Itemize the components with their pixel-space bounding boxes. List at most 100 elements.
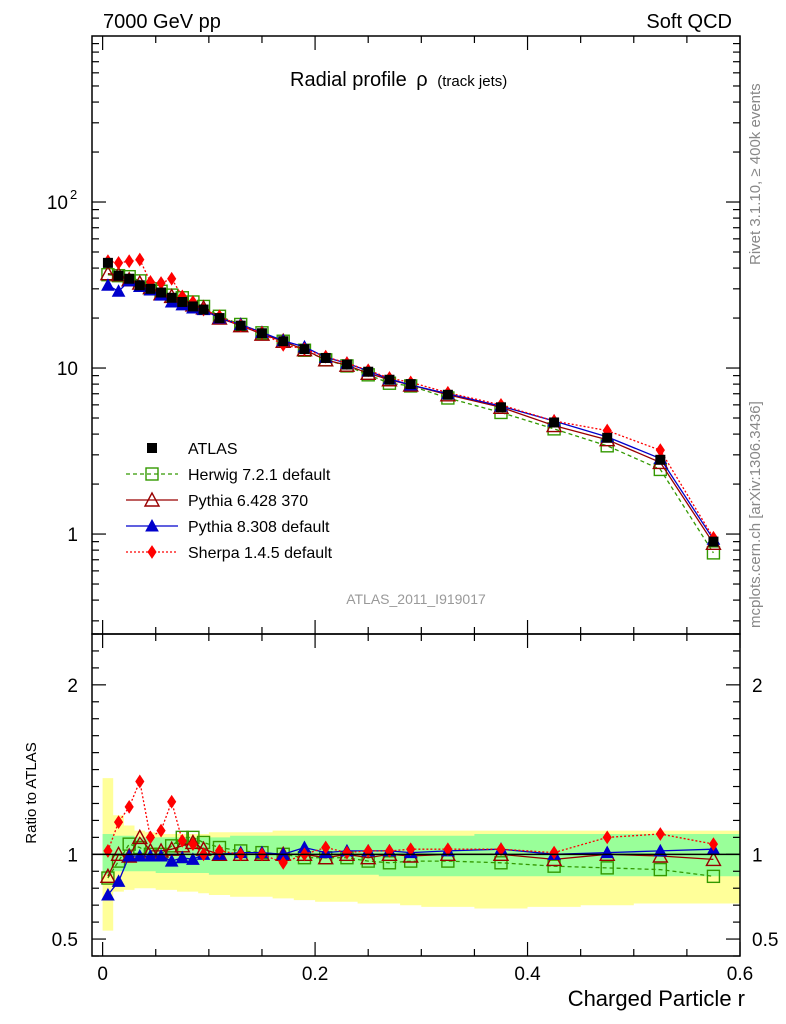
series-line-0 (107, 274, 714, 554)
legend-label-2: Pythia 6.428 370 (188, 493, 308, 510)
data-point-0 (102, 257, 113, 268)
legend: ATLAS Herwig 7.2.1 default Pythia 6.428 37… (126, 441, 333, 562)
ratio-point-3-25 (708, 837, 719, 852)
point-2-0 (101, 278, 115, 291)
ratio-point-3-24 (655, 827, 665, 841)
ratio-point-2-4 (143, 848, 158, 862)
ratio-point-0-0 (101, 871, 115, 885)
legend-label-1: Herwig 7.2.1 default (188, 467, 331, 484)
ratio-point-0-21 (494, 856, 508, 870)
y-tick-label: 10 (47, 193, 68, 214)
y-tick-exponent: 2 (70, 187, 77, 202)
data-point-2 (124, 273, 135, 284)
x-tick-label: 0.4 (514, 964, 541, 985)
ratio-y-tick-label-right: 1 (752, 845, 763, 866)
ratio-point-3-15 (321, 840, 331, 855)
data-point-22 (549, 417, 560, 428)
series-layer (99, 252, 722, 901)
ratio-point-1-17 (360, 849, 377, 865)
data-point-21 (495, 402, 506, 413)
ratio-point-2-8 (186, 852, 200, 865)
data-point-16 (341, 359, 352, 370)
ratio-point-2-3 (132, 848, 147, 862)
data-point-23 (602, 432, 613, 443)
y-tick-label: 10 (57, 359, 78, 380)
ratio-point-3-8 (188, 837, 198, 852)
ratio-point-0-25 (706, 869, 721, 884)
legend-label-0: ATLAS (188, 441, 238, 458)
rivet-label: Rivet 3.1.10, ≥ 400k events (747, 83, 764, 265)
ratio-point-3-21 (496, 842, 506, 857)
ratio-point-0-24 (653, 862, 668, 877)
data-point-12 (256, 328, 267, 339)
ratio-point-2-7 (175, 850, 190, 864)
ratio-point-3-20 (443, 842, 453, 857)
chart-title: Radial profile ρ (track jets) (290, 69, 507, 91)
ratio-point-0-6 (164, 839, 179, 853)
title-symbol: ρ (416, 69, 427, 91)
ratio-point-2-0 (101, 887, 115, 901)
legend-marker-2 (143, 491, 161, 507)
data-point-19 (405, 379, 416, 390)
ratio-point-2-5 (154, 848, 168, 862)
ratio-y-tick-label-right: 0.5 (752, 930, 778, 951)
svg-text:Radial profile ρ (: Radial profile ρ (track jets) (290, 69, 507, 91)
ratio-y-axis-label: Ratio to ATLAS (23, 742, 40, 843)
ratio-point-3-6 (167, 794, 177, 809)
data-point-5 (156, 287, 167, 298)
data-point-11 (235, 320, 246, 331)
title-text: Radial profile (290, 69, 407, 91)
data-point-20 (442, 389, 453, 400)
legend-label-3: Pythia 8.308 default (188, 519, 330, 536)
ratio-point-2-2 (122, 848, 137, 862)
ratio-y-tick-label: 1 (67, 845, 78, 866)
legend-marker-3 (145, 518, 159, 532)
ratio-point-1-0 (99, 867, 117, 884)
data-point-9 (198, 304, 209, 315)
data-point-17 (363, 366, 374, 377)
mcplots-label: mcplots.cern.ch [arXiv:1306.3436] (747, 401, 764, 628)
point-3-1 (113, 255, 124, 270)
data-point-18 (384, 374, 395, 385)
point-2-1 (111, 284, 126, 297)
ratio-point-3-7 (177, 833, 187, 848)
header-right: Soft QCD (646, 11, 732, 33)
ratio-point-2-24 (653, 843, 668, 857)
ratio-point-1-3 (131, 828, 148, 845)
ratio-line-3 (107, 779, 714, 864)
ratio-point-0-22 (547, 859, 561, 873)
data-point-13 (278, 336, 289, 347)
legend-marker-0 (147, 443, 157, 453)
ratio-y-tick-label: 0.5 (52, 930, 78, 951)
ratio-point-0-18 (382, 856, 397, 870)
ratio-point-0-23 (600, 861, 614, 875)
watermark: ATLAS_2011_I919017 (346, 591, 486, 607)
ratio-point-3-5 (156, 823, 166, 838)
point-3-2 (124, 254, 134, 269)
ratio-point-3-4 (145, 830, 156, 845)
data-point-25 (708, 536, 719, 547)
data-point-7 (177, 296, 188, 307)
ratio-point-3-16 (342, 845, 352, 860)
data-point-6 (166, 292, 177, 303)
legend-marker-1 (145, 467, 159, 481)
data-point-4 (145, 283, 156, 294)
series-line-3 (107, 258, 714, 539)
data-point-14 (299, 344, 310, 355)
x-axis-label: Charged Particle r (568, 986, 745, 1011)
point-3-6 (167, 271, 177, 286)
point-0-25 (706, 546, 721, 560)
point-3-3 (135, 252, 145, 267)
ratio-y-tick-label: 2 (67, 676, 78, 697)
title-suffix: (track jets) (437, 73, 507, 90)
data-point-8 (187, 301, 198, 312)
ratio-frame (91, 633, 741, 957)
ratio-point-2-1 (111, 874, 126, 887)
data-point-3 (134, 280, 145, 291)
data-point-10 (214, 313, 225, 324)
ratio-point-3-19 (406, 842, 416, 857)
ratio-point-3-3 (135, 774, 145, 789)
ratio-point-3-2 (124, 799, 134, 814)
data-point-15 (320, 352, 331, 363)
